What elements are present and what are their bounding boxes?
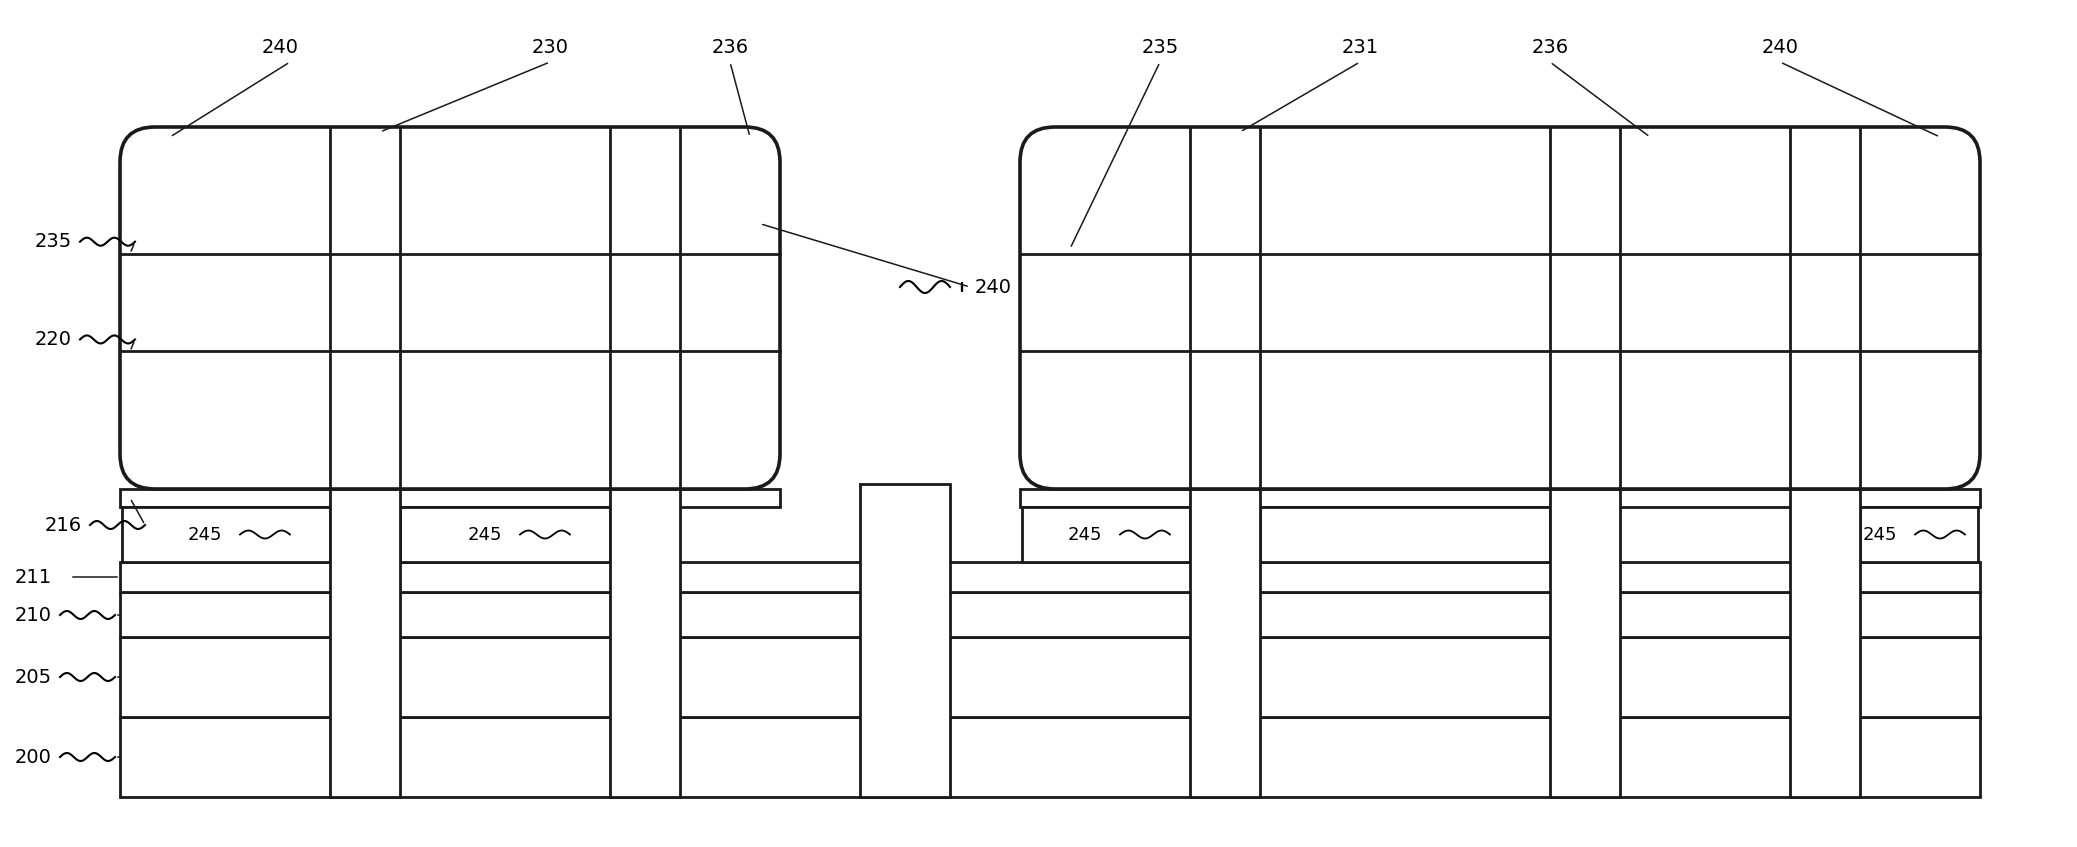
- FancyBboxPatch shape: [1020, 127, 1979, 489]
- Text: 245: 245: [187, 525, 222, 544]
- Bar: [1022, 507, 1190, 562]
- Bar: [123, 507, 330, 562]
- Bar: [860, 484, 949, 797]
- Text: 210: 210: [15, 606, 52, 624]
- Bar: [1549, 489, 1620, 797]
- Bar: [611, 489, 679, 797]
- Text: 236: 236: [712, 37, 748, 57]
- Bar: [1020, 489, 1979, 507]
- Text: 205: 205: [15, 667, 52, 687]
- Bar: [120, 637, 1979, 717]
- Text: 240: 240: [974, 278, 1011, 296]
- Bar: [120, 489, 781, 507]
- Bar: [1790, 489, 1861, 797]
- Text: 211: 211: [15, 567, 52, 586]
- Text: 240: 240: [262, 37, 299, 57]
- Bar: [120, 717, 1979, 797]
- Text: 230: 230: [532, 37, 569, 57]
- Text: 240: 240: [1761, 37, 1799, 57]
- Text: 220: 220: [35, 330, 73, 349]
- Text: 216: 216: [46, 516, 83, 534]
- Bar: [1261, 507, 1549, 562]
- Text: 235: 235: [35, 232, 73, 252]
- Text: 245: 245: [1068, 525, 1103, 544]
- Bar: [120, 562, 1979, 592]
- Text: 245: 245: [467, 525, 503, 544]
- Text: 235: 235: [1142, 37, 1178, 57]
- FancyBboxPatch shape: [120, 127, 781, 489]
- Text: 200: 200: [15, 748, 52, 767]
- Text: 236: 236: [1531, 37, 1568, 57]
- Bar: [120, 592, 1979, 637]
- Text: 231: 231: [1342, 37, 1379, 57]
- Bar: [1861, 507, 1977, 562]
- Bar: [401, 507, 611, 562]
- Text: 245: 245: [1863, 525, 1896, 544]
- Bar: [330, 489, 401, 797]
- Bar: [1190, 489, 1261, 797]
